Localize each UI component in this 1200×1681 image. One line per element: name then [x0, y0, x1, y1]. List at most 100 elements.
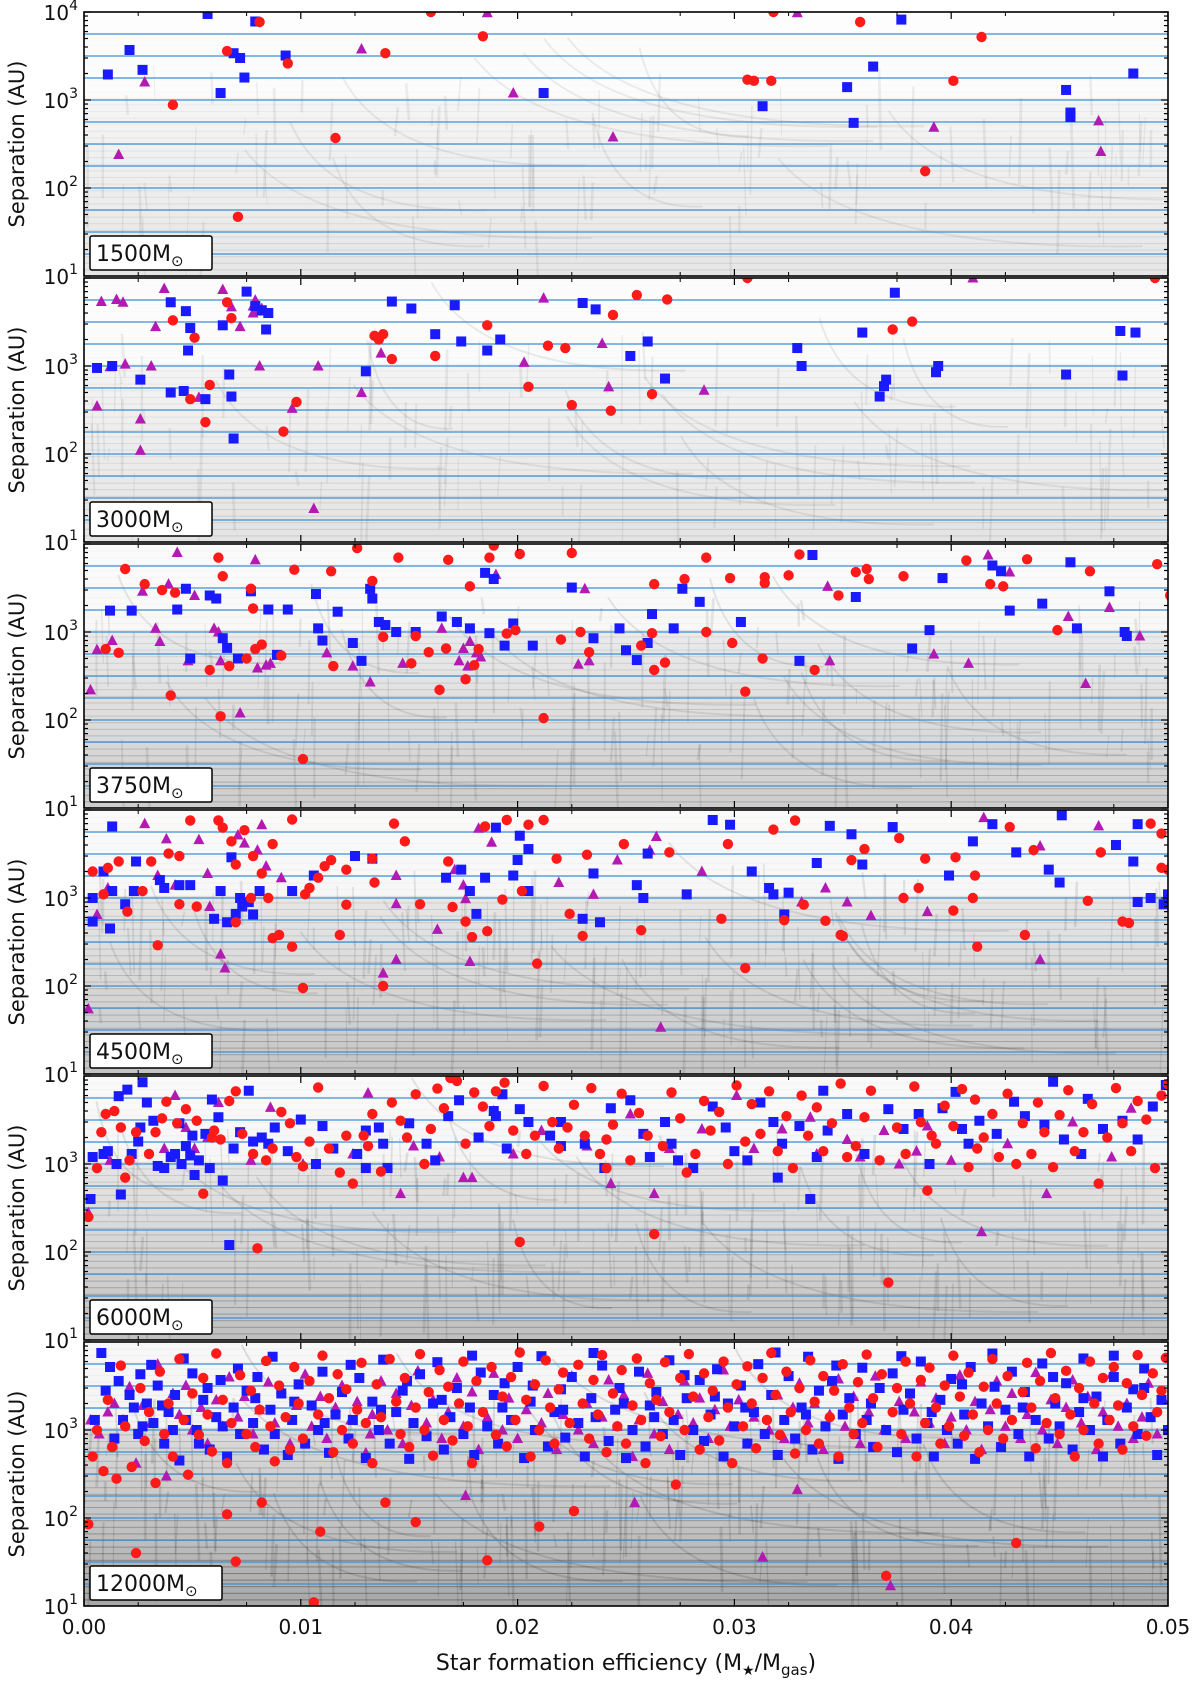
shade-streak — [696, 744, 702, 761]
circle-point — [644, 1378, 656, 1389]
shade-band — [84, 262, 1168, 271]
circle-point — [516, 885, 528, 897]
circle-point — [1136, 1389, 1148, 1401]
triangle-point — [464, 955, 476, 966]
shade-streak — [305, 1174, 310, 1249]
circle-point — [635, 640, 647, 651]
shade-arc — [939, 1217, 1069, 1307]
circle-point — [648, 578, 660, 590]
square-point — [176, 1159, 187, 1169]
shade-streak — [405, 1225, 411, 1260]
circle-point — [954, 1391, 966, 1402]
shade-streak — [352, 1453, 355, 1499]
triangle-point — [1060, 1401, 1072, 1413]
circle-point — [1052, 624, 1063, 636]
circle-point — [1151, 558, 1163, 570]
shade-arc — [446, 1111, 558, 1201]
circle-point — [874, 1155, 885, 1166]
circle-point — [230, 1086, 241, 1097]
circle-point — [1110, 1082, 1122, 1094]
triangle-point — [475, 650, 487, 662]
shade-arc — [680, 435, 935, 526]
triangle-point — [900, 1432, 912, 1444]
panel-frame — [83, 543, 1169, 809]
shade-streak — [918, 1276, 921, 1328]
square-point — [135, 374, 146, 385]
triangle-point — [1103, 601, 1115, 612]
circle-point — [848, 1428, 859, 1440]
square-point — [174, 880, 185, 891]
square-point — [89, 1414, 100, 1425]
square-point — [128, 1402, 139, 1413]
circle-point — [809, 664, 820, 676]
shade-streak — [476, 87, 481, 144]
square-point — [174, 1455, 185, 1466]
shade-streak — [413, 403, 418, 449]
shade-streak — [1092, 1003, 1097, 1049]
square-point — [96, 1347, 107, 1358]
shade-streak — [746, 122, 749, 170]
shade-streak — [126, 1200, 130, 1254]
shade-streak — [362, 701, 365, 787]
triangle-point — [457, 642, 469, 653]
circle-point — [991, 1398, 1002, 1409]
triangle-point — [451, 1371, 463, 1383]
x-tick-label: 0.00 — [62, 1615, 107, 1639]
shade-band — [84, 203, 1168, 211]
circle-point — [534, 1424, 545, 1436]
circle-point — [740, 1136, 751, 1147]
circle-point — [380, 48, 391, 59]
circle-point — [217, 822, 228, 833]
square-point — [421, 1138, 432, 1149]
triangle-point — [260, 860, 272, 871]
circle-point — [375, 1166, 387, 1177]
square-point — [668, 623, 679, 634]
square-point — [883, 1104, 894, 1115]
square-point — [488, 574, 499, 585]
circle-point — [351, 1404, 363, 1415]
square-point — [874, 1383, 885, 1394]
circle-point — [865, 1085, 877, 1096]
shade-streak — [437, 697, 440, 785]
triangle-point — [663, 1443, 675, 1455]
shade-arc — [800, 672, 950, 763]
shade-band — [84, 742, 1168, 750]
square-point — [577, 297, 588, 308]
square-point — [464, 1402, 475, 1413]
shade-streak — [479, 479, 484, 542]
shade-band — [84, 1001, 1168, 1009]
circle-point — [612, 1421, 623, 1432]
shade-band — [84, 955, 1168, 963]
shade-streak — [909, 86, 915, 173]
shade-streak — [687, 637, 690, 723]
square-point — [957, 1379, 968, 1390]
triangle-point — [102, 1406, 114, 1417]
shade-band — [84, 1434, 1168, 1442]
square-point — [467, 1350, 478, 1361]
triangle-point — [238, 837, 250, 848]
shade-streak — [823, 1016, 828, 1074]
shade-arc — [340, 628, 447, 719]
circle-point — [523, 819, 534, 830]
square-point — [913, 1108, 924, 1119]
shade-streak — [1101, 1161, 1104, 1220]
shade-streak — [161, 899, 165, 936]
shade-band — [84, 1280, 1168, 1289]
panel-label-frame — [89, 235, 213, 271]
shade-streak — [97, 898, 102, 980]
triangle-point — [91, 643, 103, 655]
circle-point — [924, 1362, 935, 1373]
y-tick-label-base: 10 — [44, 443, 69, 467]
square-point — [228, 1402, 239, 1413]
circle-point — [241, 653, 252, 664]
square-point — [735, 616, 746, 627]
shade-streak — [461, 901, 464, 958]
square-point — [449, 300, 460, 311]
shade-streak — [1078, 605, 1082, 670]
circle-point — [269, 1456, 280, 1467]
triangle-point — [111, 293, 123, 304]
shade-band — [84, 1487, 1168, 1495]
shade-streak — [1102, 998, 1107, 1038]
